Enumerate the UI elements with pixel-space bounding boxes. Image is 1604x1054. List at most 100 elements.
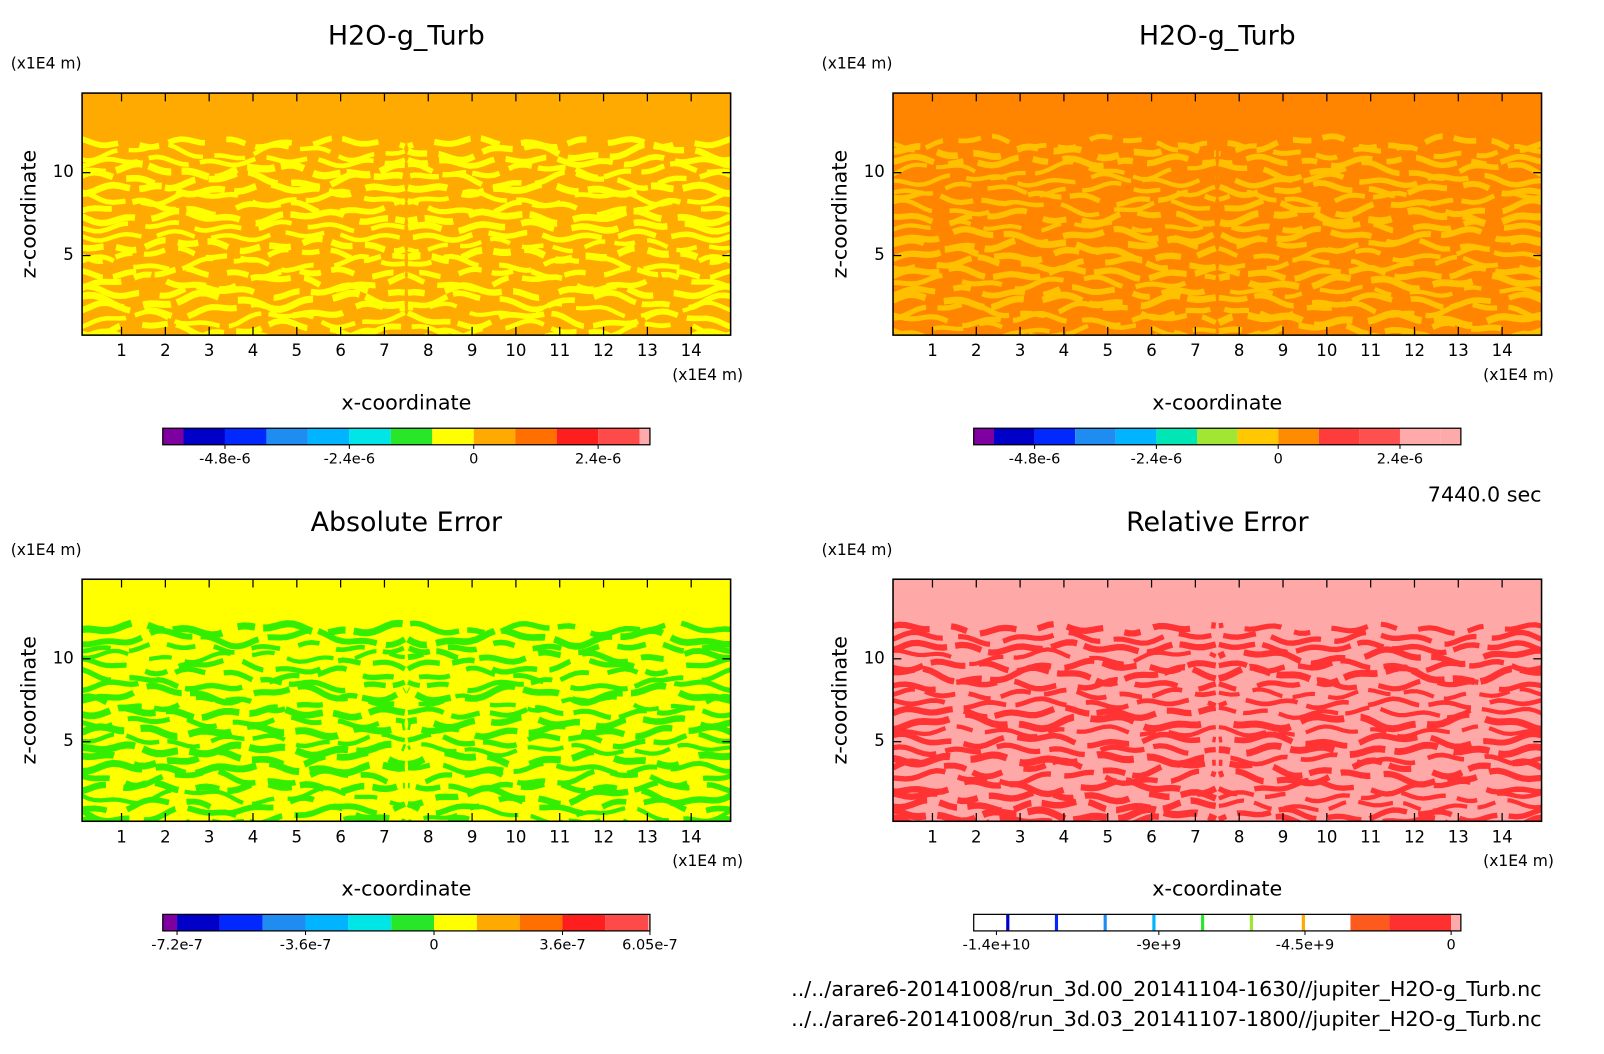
x-tick-label: 2 [971, 341, 982, 360]
colorbar-tick-label: -1.4e+10 [963, 937, 1031, 953]
x-tick-label: 13 [1448, 341, 1469, 360]
x-tick-label: 10 [1316, 827, 1337, 846]
x-tick-label: 7 [1190, 341, 1201, 360]
field-texture [82, 676, 406, 694]
y-tick-label: 10 [53, 162, 74, 181]
y-unit: (x1E4 m) [822, 541, 893, 559]
y-tick-label: 5 [63, 245, 74, 264]
field-texture [1218, 629, 1542, 647]
x-axis-label: x-coordinate [341, 390, 471, 414]
colorbar-segment [1359, 428, 1400, 445]
x-tick-label: 8 [423, 827, 434, 846]
field-texture [893, 788, 1217, 805]
x-tick-label: 13 [1448, 827, 1469, 846]
field-texture [406, 134, 731, 151]
colorbar-segment [434, 914, 477, 931]
field-texture [1218, 189, 1542, 208]
x-tick-label: 12 [1404, 341, 1425, 360]
field-texture [1218, 789, 1542, 804]
field-texture [82, 704, 406, 722]
field-texture [82, 282, 406, 301]
field-texture [1218, 705, 1542, 720]
field-texture [893, 219, 1217, 234]
field-texture [82, 665, 406, 686]
field-texture [407, 197, 731, 218]
colorbar-segment [1006, 914, 1010, 931]
x-tick-label: 5 [1102, 341, 1113, 360]
x-unit: (x1E4 m) [1483, 366, 1554, 384]
field-texture [407, 705, 731, 721]
file-path: ../../arare6-20141008/run_3d.03_20141107… [791, 1007, 1541, 1032]
colorbar-segment [1196, 428, 1238, 445]
colorbar-segment [1106, 914, 1153, 931]
x-tick-label: 2 [971, 827, 982, 846]
field-texture [893, 153, 1217, 170]
field-texture [82, 640, 406, 655]
colorbar-segment [1204, 914, 1250, 931]
x-tick-label: 6 [1146, 827, 1157, 846]
field-texture [1218, 133, 1542, 154]
x-tick-label: 8 [423, 341, 434, 360]
field-texture [893, 284, 1217, 300]
field-texture [407, 677, 731, 694]
colorbar-segment [1237, 428, 1279, 445]
plot-frame [892, 92, 1543, 336]
colorbar-segment [639, 428, 650, 445]
colorbar-segment [349, 428, 391, 445]
field-texture [893, 264, 1217, 283]
field-texture [893, 310, 1217, 329]
x-tick-label: 10 [505, 341, 526, 360]
y-axis-label: z-coordinate [16, 636, 40, 765]
field-texture [1218, 284, 1542, 300]
field-texture [893, 244, 1217, 264]
x-tick-label: 1 [927, 341, 938, 360]
x-tick-label: 12 [593, 341, 614, 360]
x-tick-label: 5 [292, 827, 303, 846]
field-texture [1218, 724, 1542, 739]
field-texture [1218, 731, 1542, 750]
colorbar-segment [1156, 428, 1197, 445]
field-texture [82, 317, 405, 336]
field-texture [407, 265, 731, 281]
colorbar-segment [473, 428, 516, 445]
field-texture [893, 676, 1217, 693]
field-texture [1218, 696, 1542, 711]
colorbar-segment [648, 914, 650, 931]
field-texture [1218, 245, 1542, 263]
colorbar-segment [1301, 914, 1305, 931]
field-texture [82, 627, 407, 650]
field-texture [407, 236, 731, 254]
field-texture [407, 253, 731, 274]
y-tick-label: 10 [864, 648, 885, 667]
x-unit: (x1E4 m) [672, 366, 743, 384]
field-texture [1218, 677, 1542, 693]
field-texture [407, 780, 731, 795]
field-texture [893, 742, 1216, 758]
field-texture [407, 318, 731, 336]
colorbar-tick-label: 3.6e-7 [539, 937, 585, 953]
colorbar-segment [973, 914, 1007, 931]
field-texture [893, 731, 1217, 750]
field-texture [893, 291, 1217, 312]
x-tick-label: 12 [1404, 827, 1425, 846]
colorbar-tick-label: -2.4e-6 [324, 451, 376, 467]
x-tick-label: 11 [1360, 827, 1381, 846]
colorbar-segment [307, 428, 350, 445]
colorbar-frame [973, 913, 1462, 932]
x-unit: (x1E4 m) [1483, 852, 1554, 870]
y-unit: (x1E4 m) [11, 55, 82, 73]
colorbar-segment [476, 914, 520, 931]
field-texture [893, 273, 1217, 292]
field-texture [893, 320, 1216, 336]
contour-field [893, 93, 1542, 336]
field-texture [1217, 180, 1542, 199]
field-texture [82, 815, 373, 822]
field-texture [1218, 663, 1542, 688]
field-texture [893, 710, 1218, 733]
field-texture [82, 309, 406, 330]
y-unit: (x1E4 m) [11, 541, 82, 559]
field-texture [407, 748, 731, 771]
contour-field [893, 579, 1542, 822]
field-texture [1217, 806, 1542, 822]
